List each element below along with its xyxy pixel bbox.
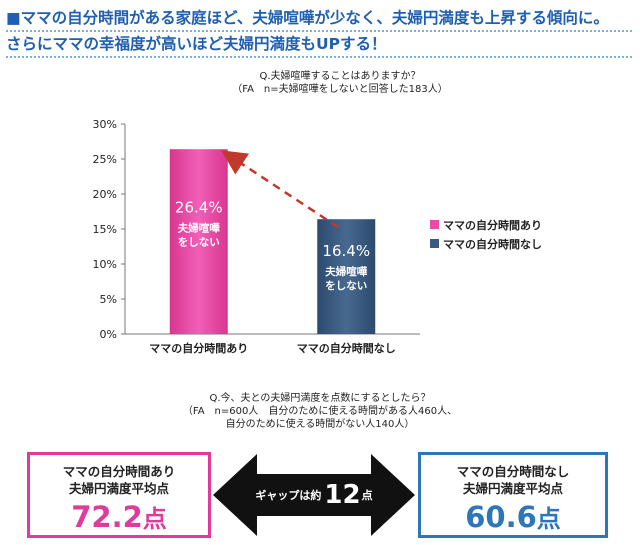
x-tick-label: ママの自分時間なし [297,341,396,355]
bar-chart: 0%5%10%15%20%25%30%ママの自分時間あり ママの自分時間なし 26… [93,118,542,355]
bar-value-label: 16.4% [322,242,370,260]
bar-note: をしない [178,236,220,248]
score-box-with-time: ママの自分時間あり 夫婦円満度平均点 72.2点 [27,452,211,538]
headline-line-1: ■ママの自分時間がある家庭ほど、夫婦喧嘩が少なく、夫婦円満度も上昇する傾向に。 [6,6,632,32]
x-tick-label: ママの自分時間あり [149,341,248,355]
chart-title: Q.夫婦喧嘩することはありますか？ [259,71,421,82]
y-tick-label: 10% [93,258,117,271]
legend-label: ママの自分時間あり [443,218,542,232]
y-tick-label: 15% [93,223,117,236]
chart-question: Q.夫婦喧嘩することはありますか？ （FA n=夫婦喧嘩をしないと回答した183… [150,70,530,96]
y-tick-label: 20% [93,188,117,201]
legend-swatch [430,239,439,248]
gap-prefix: ギャップは約 [255,489,322,502]
headline: ■ママの自分時間がある家庭ほど、夫婦喧嘩が少なく、夫婦円満度も上昇する傾向に。 … [6,6,636,58]
legend-swatch [430,220,439,229]
y-tick-label: 30% [93,118,117,131]
score-box-without-time: ママの自分時間なし 夫婦円満度平均点 60.6点 [418,452,608,538]
bar-1 [169,149,228,334]
score-box-without-time-label-2: 夫婦円満度平均点 [462,481,563,496]
score-without-time-number: 60.6 [465,500,537,534]
headline-line-2: さらにママの幸福度が高いほど夫婦円満度もUPする！ [6,32,632,58]
gap-unit: 点 [361,489,373,502]
gap-value: 12 [324,480,361,510]
survey-question: Q.今、夫との夫婦円満度を点数にするとしたら？ （FA n=600人 自分のため… [100,392,540,431]
score-without-time-unit: 点 [536,505,561,533]
score-box-with-time-value: 72.2点 [30,499,208,537]
double-arrow-icon [213,454,415,536]
survey-note-2: 自分のために使える時間がない人140人） [225,419,415,430]
score-with-time-unit: 点 [142,505,167,533]
survey-title: Q.今、夫との夫婦円満度を点数にするとしたら？ [209,393,431,404]
score-box-without-time-value: 60.6点 [421,499,605,537]
gap-text: ギャップは約 12 点 [213,454,415,536]
y-tick-label: 5% [100,293,117,306]
comparison-arrow [221,150,339,229]
bar-value-label: 26.4% [175,198,223,216]
bar-2 [317,219,376,334]
score-with-time-number: 72.2 [71,500,143,534]
bar-note: 夫婦喧嘩 [178,221,220,234]
bar-note: 夫婦喧嘩 [325,265,367,278]
gap-arrow: ギャップは約 12 点 [213,454,415,536]
score-box-without-time-label-1: ママの自分時間なし [456,464,570,479]
y-tick-label: 25% [93,153,117,166]
score-box-with-time-label-2: 夫婦円満度平均点 [68,481,169,496]
bar-note: をしない [325,280,367,292]
chart-subtitle: （FA n=夫婦喧嘩をしないと回答した183人） [232,84,448,95]
legend-label: ママの自分時間なし [443,237,542,251]
survey-note-1: （FA n=600人 自分のために使える時間がある人460人、 [182,406,458,417]
score-box-with-time-label-1: ママの自分時間あり [62,464,176,479]
y-tick-label: 0% [100,328,117,341]
